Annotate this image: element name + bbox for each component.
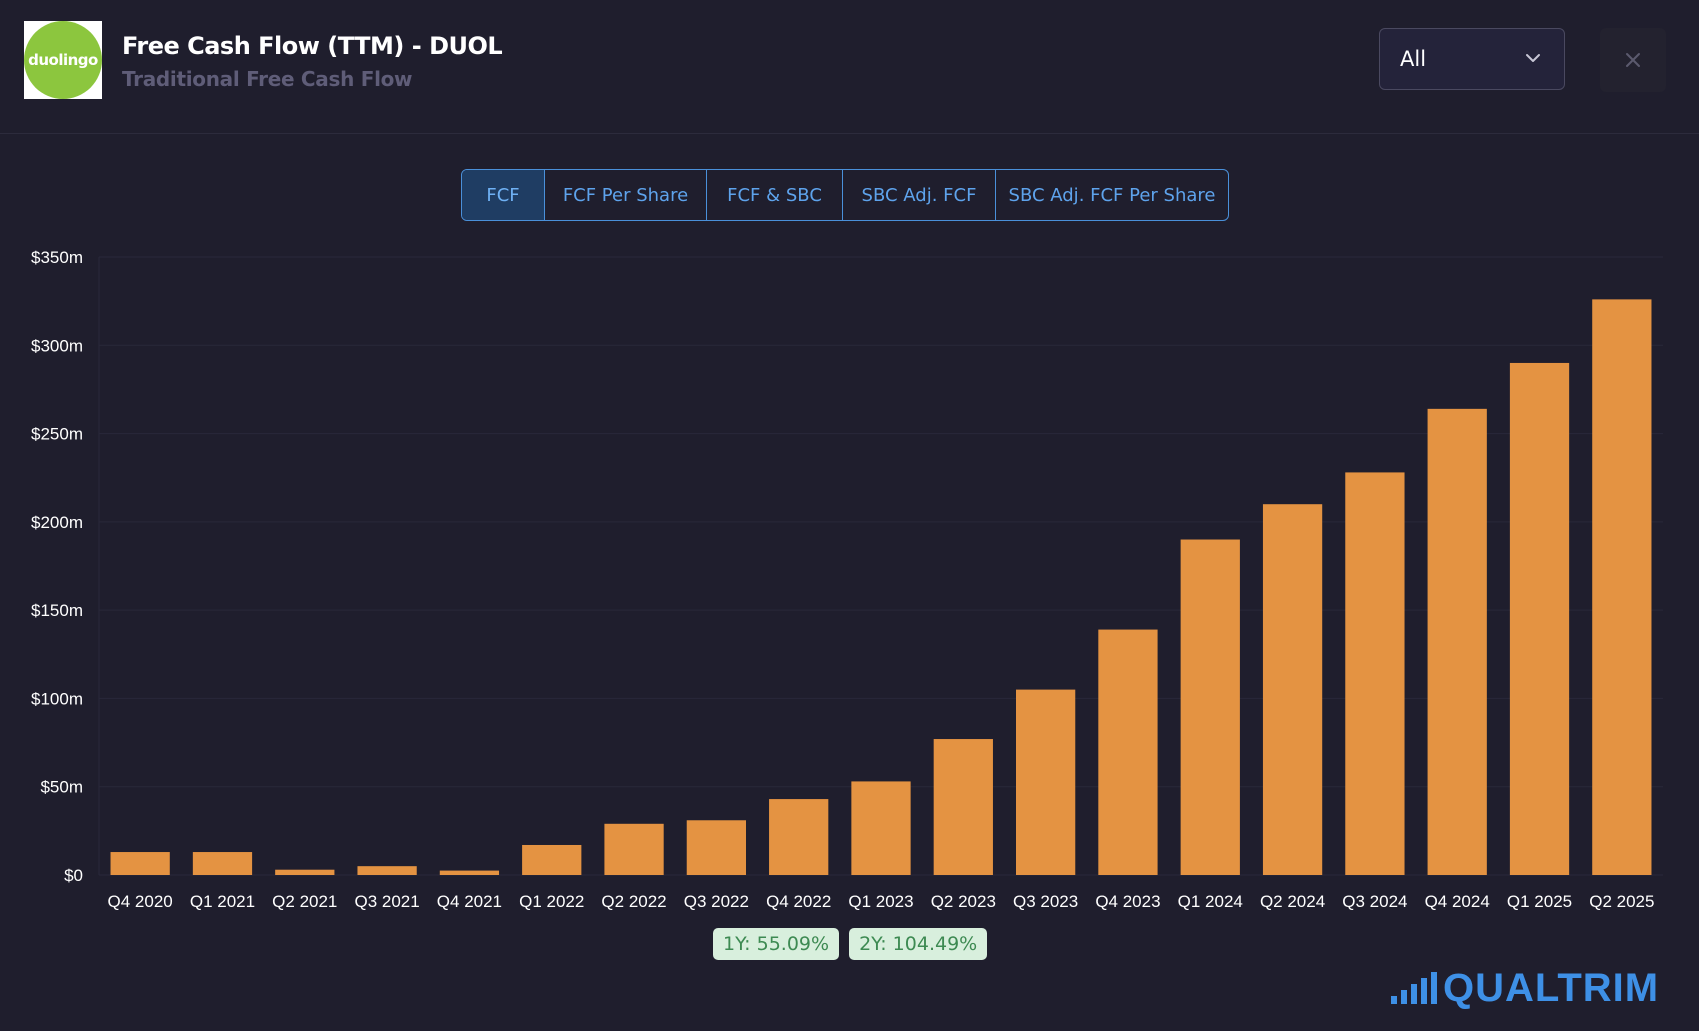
bar-q2-2024[interactable] (1262, 504, 1323, 875)
tab-fcf[interactable]: FCF (462, 170, 544, 220)
tab-sbc-adj-fcf-per-share[interactable]: SBC Adj. FCF Per Share (995, 170, 1228, 220)
chevron-down-icon (1526, 54, 1540, 62)
x-axis-ticks: Q4 2020 Q1 2021 Q2 2021 Q3 2021 Q4 2021 Q1 20… (108, 892, 1655, 911)
y-tick-label: $250m (31, 425, 83, 444)
bar-q1-2023[interactable] (851, 781, 911, 875)
bar-q4-2024[interactable] (1427, 408, 1487, 875)
page-subtitle: Traditional Free Cash Flow (122, 67, 413, 91)
tab-fcf-per-share[interactable]: FCF Per Share (544, 170, 706, 220)
bar-q2-2021[interactable] (275, 869, 335, 875)
growth-badge-1y: 1Y: 55.09% (713, 928, 840, 960)
y-tick-label: $50m (40, 778, 83, 797)
y-tick-label: $200m (31, 513, 83, 532)
header: duolingo Free Cash Flow (TTM) - DUOL Tra… (0, 0, 1699, 134)
y-tick-label: $350m (31, 248, 83, 267)
y-tick-label: $0 (64, 866, 83, 885)
x-tick-label: Q4 2024 (1425, 892, 1490, 911)
bar-q2-2022[interactable] (604, 823, 664, 875)
bar-q1-2025[interactable] (1509, 362, 1570, 875)
y-tick-label: $100m (31, 689, 83, 708)
bar-q3-2023[interactable] (1015, 689, 1076, 875)
bar-layer (110, 299, 1652, 875)
page-title: Free Cash Flow (TTM) - DUOL (122, 32, 503, 60)
fcf-bar-chart: $0 $50m $100m $150m $200m $250m $300m $350m Q4 … (31, 248, 1663, 911)
logo-circle: duolingo (24, 21, 102, 99)
bar-q2-2025[interactable] (1592, 299, 1652, 875)
x-tick-label: Q2 2021 (272, 892, 337, 911)
range-select-value: All (1400, 47, 1427, 71)
tab-fcf-sbc[interactable]: FCF & SBC (706, 170, 842, 220)
growth-badges: 1Y: 55.09% 2Y: 104.49% (713, 928, 988, 960)
x-tick-label: Q2 2022 (601, 892, 666, 911)
x-tick-label: Q4 2022 (766, 892, 831, 911)
brand-name: QUALTRIM (1443, 966, 1660, 1010)
y-tick-label: $150m (31, 601, 83, 620)
x-tick-label: Q4 2021 (437, 892, 502, 911)
x-tick-label: Q1 2022 (519, 892, 584, 911)
bar-q1-2021[interactable] (192, 852, 253, 875)
bar-q3-2024[interactable] (1345, 472, 1405, 875)
y-axis-ticks: $0 $50m $100m $150m $200m $250m $300m $350m (31, 248, 83, 885)
logo-text: duolingo (28, 51, 98, 69)
brand-watermark: QUALTRIM (1391, 968, 1659, 1008)
x-tick-label: Q1 2021 (190, 892, 255, 911)
company-logo: duolingo (24, 21, 102, 99)
range-select[interactable]: All (1379, 28, 1565, 90)
bar-q4-2023[interactable] (1098, 629, 1158, 875)
x-tick-label: Q1 2024 (1178, 892, 1243, 911)
bar-q3-2022[interactable] (686, 820, 747, 875)
x-tick-label: Q2 2023 (931, 892, 996, 911)
close-button[interactable] (1600, 28, 1666, 92)
bar-q4-2021[interactable] (439, 870, 500, 875)
x-tick-label: Q4 2023 (1095, 892, 1160, 911)
x-tick-label: Q2 2024 (1260, 892, 1325, 911)
x-tick-label: Q1 2023 (848, 892, 913, 911)
bar-q3-2021[interactable] (357, 866, 417, 875)
bar-q1-2022[interactable] (522, 844, 582, 875)
growth-badge-2y: 2Y: 104.49% (849, 928, 988, 960)
close-icon (1626, 53, 1640, 67)
x-tick-label: Q1 2025 (1507, 892, 1572, 911)
x-tick-label: Q3 2024 (1342, 892, 1407, 911)
metric-tabs: FCF FCF Per Share FCF & SBC SBC Adj. FCF… (461, 169, 1229, 221)
x-tick-label: Q3 2021 (354, 892, 419, 911)
bar-chart-icon (1391, 972, 1437, 1004)
bar-q4-2020[interactable] (110, 852, 170, 875)
x-tick-label: Q3 2023 (1013, 892, 1078, 911)
bar-q2-2023[interactable] (933, 739, 993, 875)
bar-q4-2022[interactable] (769, 799, 829, 875)
x-tick-label: Q4 2020 (108, 892, 173, 911)
x-tick-label: Q3 2022 (684, 892, 749, 911)
tab-sbc-adj-fcf[interactable]: SBC Adj. FCF (842, 170, 995, 220)
bar-q1-2024[interactable] (1180, 539, 1240, 875)
x-tick-label: Q2 2025 (1589, 892, 1654, 911)
y-tick-label: $300m (31, 336, 83, 355)
